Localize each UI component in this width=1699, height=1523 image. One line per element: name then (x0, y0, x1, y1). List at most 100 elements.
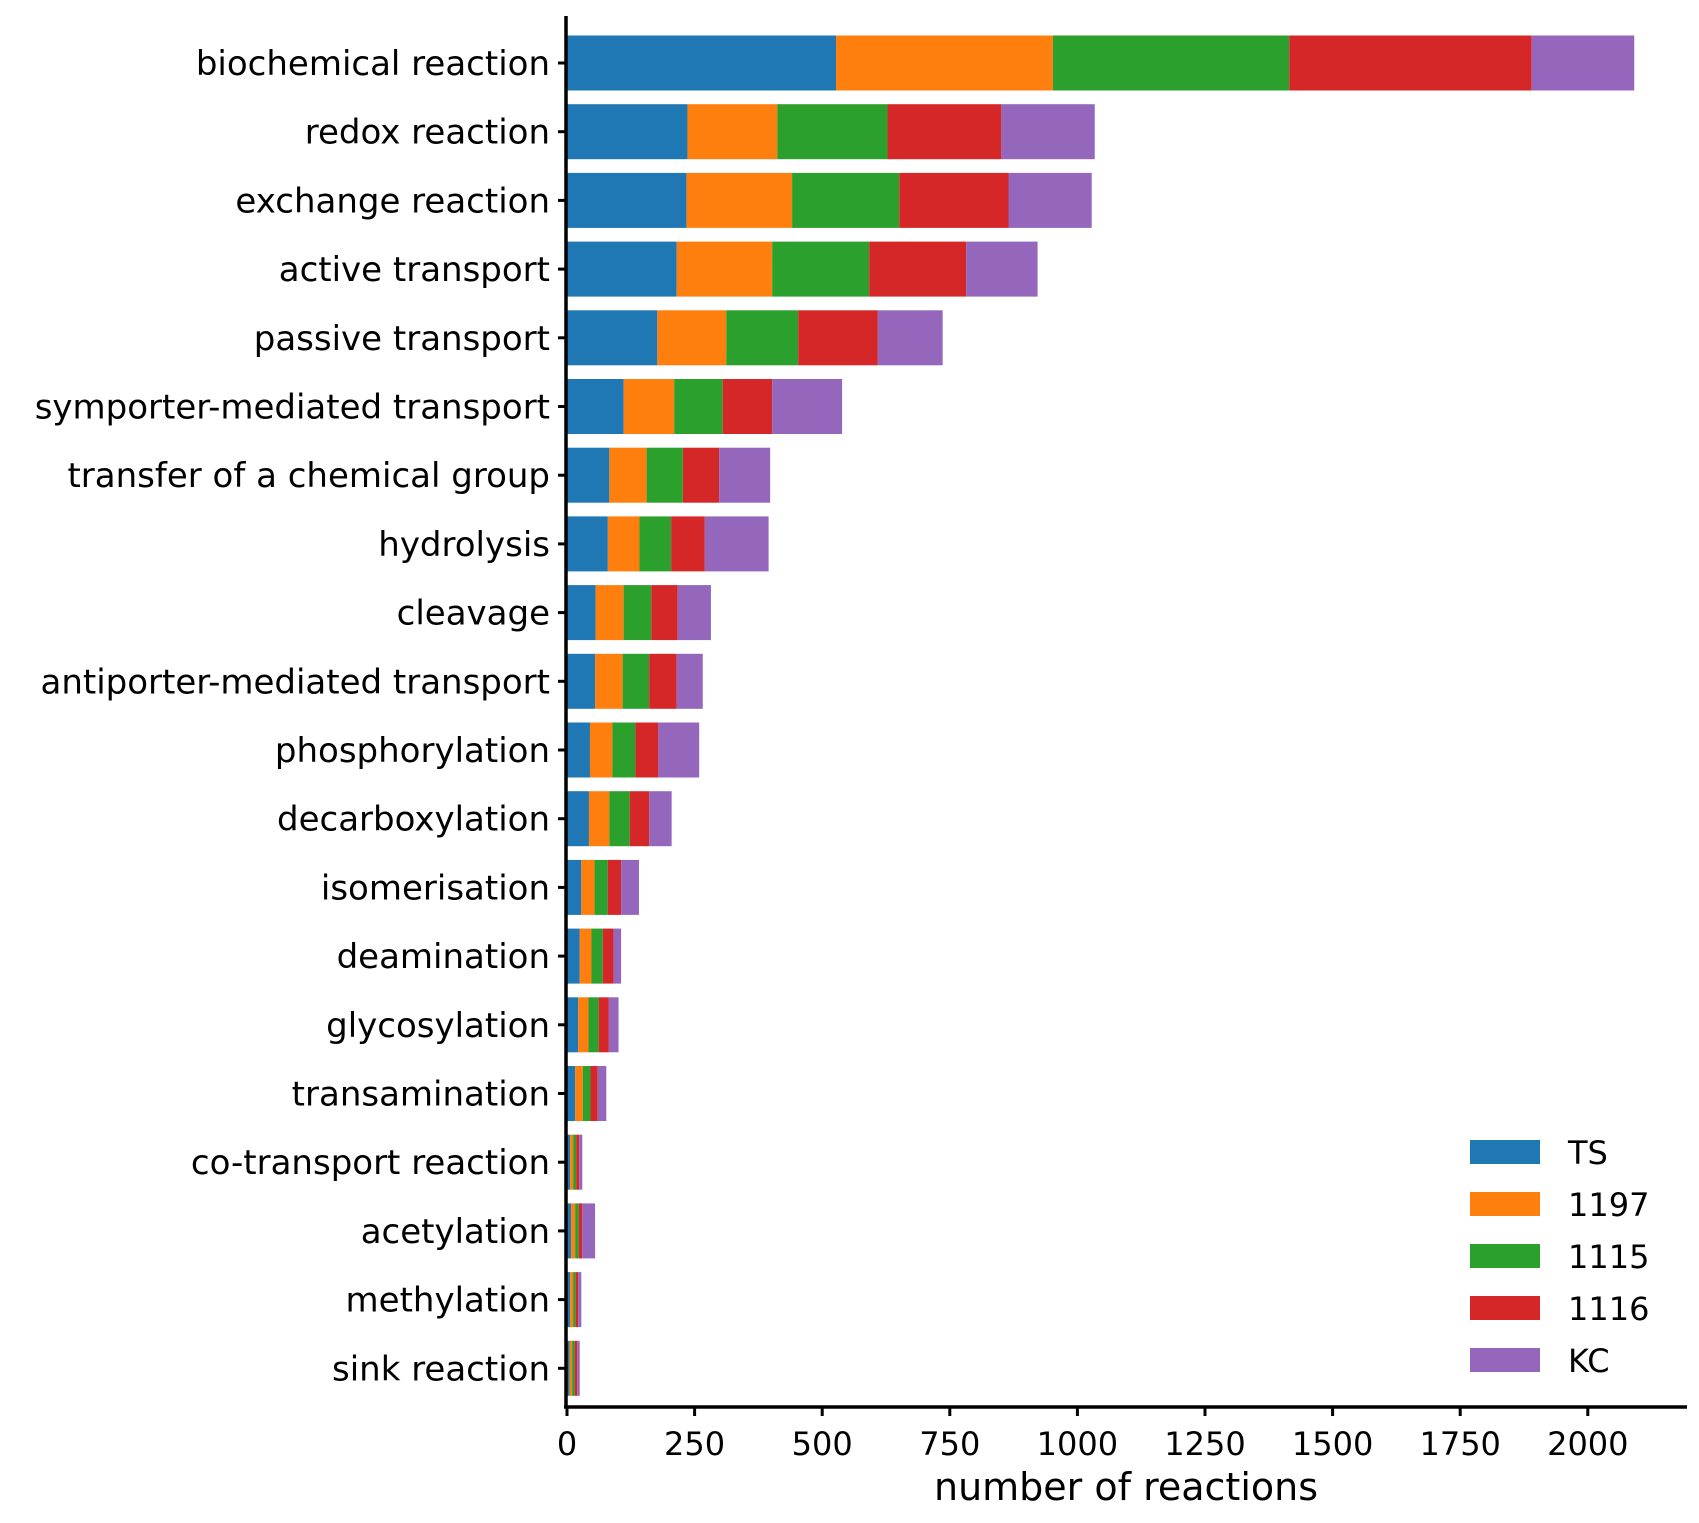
bar-segment-1115-16 (582, 1066, 591, 1121)
x-tick-label: 1000 (1037, 1425, 1118, 1463)
bar-segment-1197-17 (570, 1134, 574, 1190)
category-label: antiporter-mediated transport (41, 662, 551, 702)
bar-segment-ts-17 (567, 1134, 571, 1190)
bar-segment-1197-18 (571, 1203, 576, 1259)
bar-segment-1115-14 (591, 928, 603, 984)
bar-segment-1115-18 (575, 1203, 579, 1259)
bar-segment-1116-12 (629, 791, 650, 847)
bar-segment-kc-6 (772, 379, 843, 434)
bar-segment-1115-9 (623, 585, 652, 641)
category-label: acetylation (361, 1212, 550, 1252)
bars-layer (567, 35, 1635, 1396)
bar-segment-ts-18 (567, 1203, 572, 1259)
bar-segment-ts-16 (567, 1066, 576, 1121)
category-label: symporter-mediated transport (35, 388, 550, 428)
x-tick-label: 1500 (1292, 1425, 1373, 1463)
bar-segment-1197-7 (609, 447, 647, 503)
x-tick-label: 1750 (1419, 1425, 1500, 1463)
bar-segment-ts-10 (567, 653, 596, 709)
bar-segment-1197-2 (687, 104, 778, 160)
legend-label: 1115 (1568, 1238, 1649, 1276)
bar-segment-1115-12 (609, 791, 630, 847)
bar-segment-ts-8 (567, 516, 608, 572)
category-label: exchange reaction (235, 181, 550, 221)
bar-segment-1116-1 (1289, 35, 1532, 91)
bar-segment-1197-5 (657, 310, 727, 366)
bar-segment-ts-7 (567, 447, 610, 503)
bar-segment-kc-14 (613, 928, 622, 984)
x-tick-labels: 0 250 500 750 1000 1250 1500 1750 2000 (557, 1407, 1629, 1463)
x-tick-label: 2000 (1547, 1425, 1628, 1463)
bar-segment-1197-4 (676, 241, 773, 297)
bar-segment-kc-18 (582, 1203, 596, 1259)
category-label: cleavage (397, 594, 550, 634)
bar-segment-1115-20 (572, 1340, 575, 1396)
bar-segment-1116-4 (869, 241, 967, 297)
x-tick-label: 0 (557, 1425, 577, 1463)
legend: TS 1197 1115 1116 KC (1470, 1134, 1649, 1380)
bar-segment-1115-2 (777, 104, 888, 160)
x-tick-label: 250 (664, 1425, 725, 1463)
bar-segment-1116-19 (575, 1272, 579, 1328)
bar-segment-ts-20 (567, 1340, 570, 1396)
bar-segment-kc-16 (597, 1066, 607, 1121)
category-label: deamination (337, 937, 550, 977)
bar-segment-ts-5 (567, 310, 658, 366)
bar-segment-ts-13 (567, 859, 582, 915)
bar-segment-1115-8 (639, 516, 672, 572)
bar-segment-kc-17 (579, 1134, 583, 1190)
bar-segment-1116-10 (649, 653, 677, 709)
bar-segment-ts-11 (567, 722, 590, 778)
bar-segment-kc-12 (649, 791, 672, 847)
bar-segment-1197-3 (686, 172, 793, 228)
legend-swatch-ts (1470, 1140, 1540, 1164)
bar-segment-1115-7 (646, 447, 683, 503)
bar-segment-ts-12 (567, 791, 589, 847)
bar-segment-1115-3 (792, 172, 900, 228)
bar-segment-kc-2 (1001, 104, 1095, 160)
legend-label: TS (1567, 1134, 1608, 1172)
bar-segment-1197-14 (579, 928, 592, 984)
bar-segment-1116-9 (651, 585, 678, 641)
category-label: isomerisation (321, 868, 550, 908)
legend-label: KC (1568, 1342, 1610, 1380)
bar-segment-kc-19 (578, 1272, 582, 1328)
category-label: redox reaction (305, 113, 550, 153)
bar-segment-1115-11 (612, 722, 636, 778)
bar-segment-1116-6 (722, 379, 773, 434)
bar-segment-ts-14 (567, 928, 580, 984)
bar-segment-1197-9 (595, 585, 624, 641)
category-label: active transport (279, 250, 550, 290)
x-axis-title: number of reactions (934, 1465, 1318, 1509)
bar-segment-kc-15 (608, 997, 619, 1053)
bar-segment-1197-1 (835, 35, 1053, 91)
legend-swatch-1115 (1470, 1244, 1540, 1268)
bar-segment-ts-19 (567, 1272, 571, 1328)
bar-segment-1115-1 (1052, 35, 1290, 91)
bar-segment-1197-6 (623, 379, 675, 434)
bar-segment-1197-13 (581, 859, 595, 915)
bar-segment-1116-17 (576, 1134, 580, 1190)
bar-segment-1116-16 (590, 1066, 598, 1121)
bar-segment-1116-3 (899, 172, 1009, 228)
category-label: glycosylation (326, 1006, 550, 1046)
bar-segment-kc-20 (577, 1340, 580, 1396)
bar-segment-1116-5 (798, 310, 878, 366)
bar-segment-ts-2 (567, 104, 688, 160)
bar-segment-1197-20 (569, 1340, 573, 1396)
bar-segment-1115-19 (573, 1272, 576, 1328)
bar-segment-1197-8 (607, 516, 640, 572)
bar-segment-kc-3 (1008, 172, 1092, 228)
category-label: methylation (346, 1281, 550, 1321)
bar-segment-1197-16 (575, 1066, 583, 1121)
category-label: transfer of a chemical group (67, 456, 550, 496)
bar-segment-ts-4 (567, 241, 677, 297)
bar-segment-1115-17 (573, 1134, 577, 1190)
bar-segment-1197-10 (595, 653, 623, 709)
bar-segment-1115-4 (772, 241, 870, 297)
bar-segment-ts-3 (567, 172, 687, 228)
bar-segment-1115-10 (622, 653, 650, 709)
bar-segment-1116-2 (887, 104, 1002, 160)
bar-segment-1115-15 (588, 997, 599, 1053)
